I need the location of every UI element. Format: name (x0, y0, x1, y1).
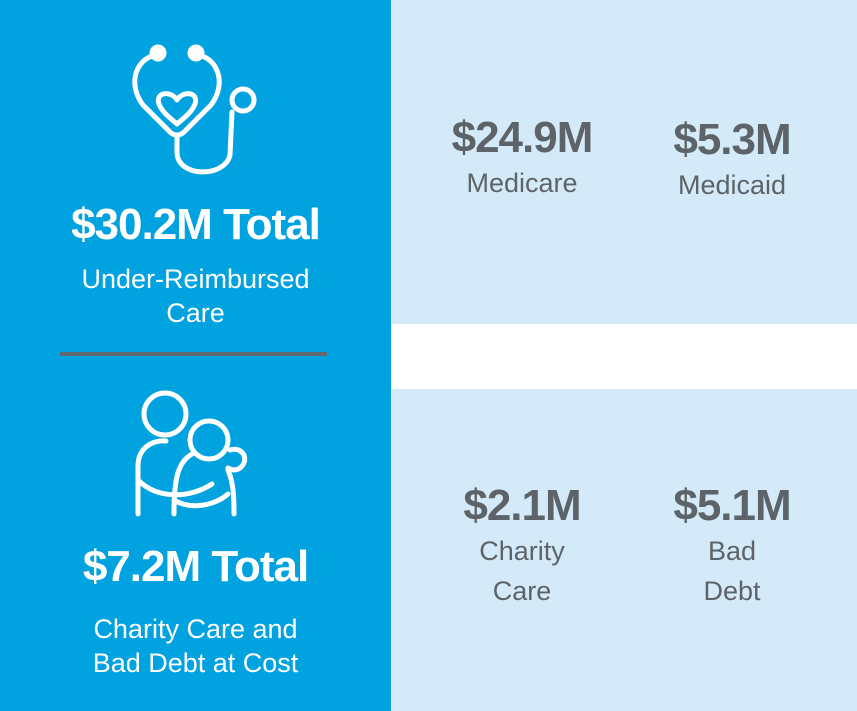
charity-care-label: Charity Care (479, 536, 565, 606)
embracing-people-icon (135, 390, 248, 517)
bad-debt-amount: $5.1M (673, 481, 791, 530)
bad-debt-label: Bad Debt (703, 536, 761, 606)
charity-care-amount: $2.1M (463, 481, 581, 530)
medicaid-amount: $5.3M (673, 115, 791, 164)
medicaid-label: Medicaid (677, 170, 787, 200)
charity-bad-debt-subtitle-line2: Bad Debt at Cost (92, 648, 299, 678)
medicaid-stat: $5.3M Medicaid (632, 115, 832, 205)
medicare-label: Medicare (466, 168, 578, 198)
under-reimbursed-total: $30.2M Total (71, 200, 321, 249)
left-summary-column: $30.2M Total Under-Reimbursed Care $7.2M… (0, 0, 391, 711)
under-reimbursed-breakdown-panel (392, 0, 857, 324)
charity-bad-debt-total: $7.2M Total (82, 542, 309, 591)
section-divider (60, 352, 327, 356)
under-reimbursed-subtitle-line2: Care (166, 298, 225, 328)
stethoscope-heart-icon (132, 44, 257, 175)
medicare-stat: $24.9M Medicare (422, 113, 622, 203)
charity-care-stat: $2.1M Charity Care (422, 481, 622, 611)
under-reimbursed-subtitle-line1: Under-Reimbursed (81, 264, 310, 294)
medicare-amount: $24.9M (451, 113, 594, 162)
charity-bad-debt-breakdown-panel (392, 389, 857, 711)
bad-debt-stat: $5.1M Bad Debt (632, 481, 832, 611)
charity-bad-debt-subtitle-line1: Charity Care and (93, 614, 298, 644)
